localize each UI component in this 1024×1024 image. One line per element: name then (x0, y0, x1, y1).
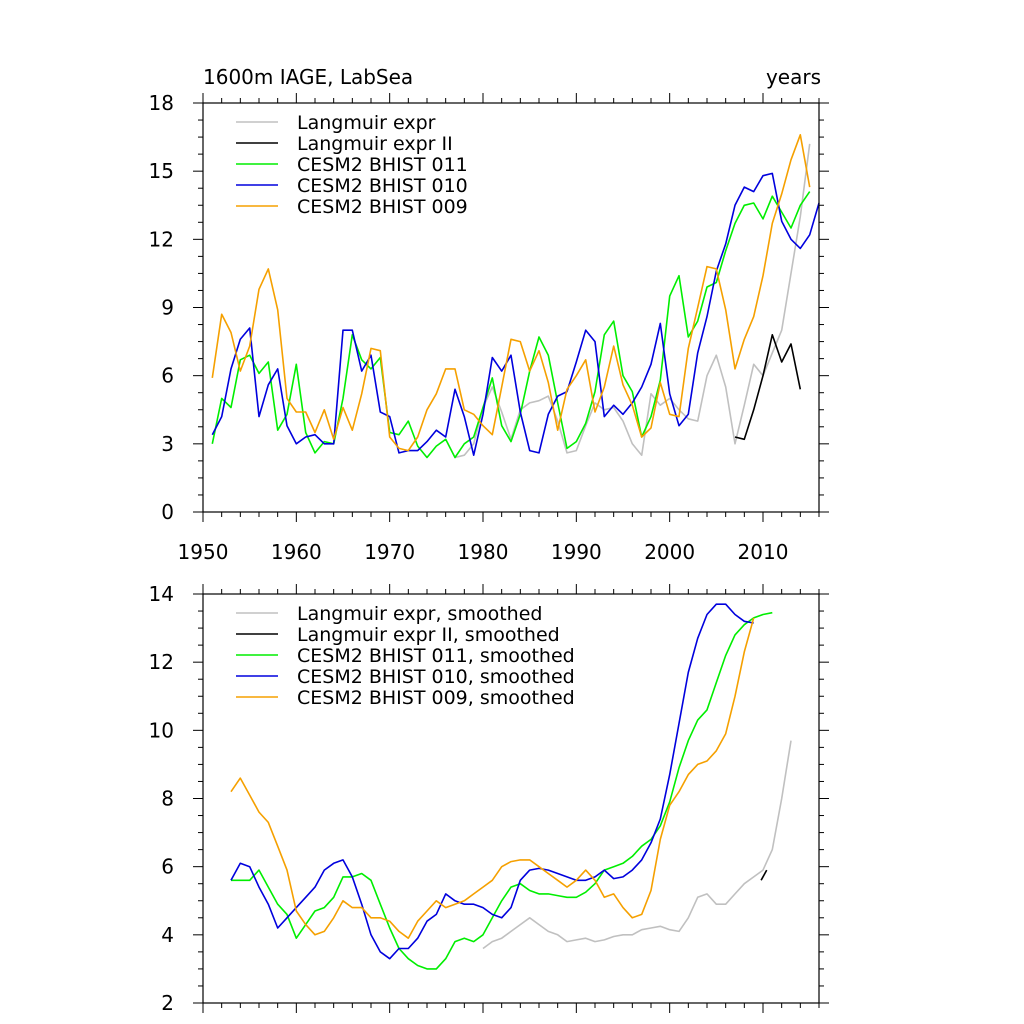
series-line-4 (230, 617, 755, 940)
y-tick-label: 4 (161, 923, 174, 947)
x-tick-label: 2000 (644, 540, 695, 564)
y-tick-label: 6 (161, 364, 174, 388)
legend-label: CESM2 BHIST 011 (297, 154, 468, 176)
x-tick-label: 1990 (551, 540, 602, 564)
top-plot-frame (202, 102, 820, 513)
legend-label: Langmuir expr II, smoothed (297, 624, 560, 646)
series-line-2 (211, 191, 811, 459)
top-title-right: years (766, 65, 821, 89)
y-tick-label: 15 (149, 159, 174, 183)
bottom-panel: 2 4 6 8 10 12 14 Langmuir expr, smoothedLangmu… (149, 582, 829, 1015)
legend-label: Langmuir expr (297, 112, 436, 134)
y-tick-label: 14 (149, 582, 174, 606)
series-line-3 (211, 172, 820, 457)
y-tick-label: 3 (161, 432, 174, 456)
y-tick-label: 18 (149, 91, 174, 115)
y-tick-label: 2 (161, 991, 174, 1015)
x-tick-label: 1960 (271, 540, 322, 564)
series-line-1 (760, 869, 768, 881)
legend-label: CESM2 BHIST 010, smoothed (297, 666, 575, 688)
y-tick-label: 10 (149, 718, 174, 742)
series-line-1 (734, 333, 802, 441)
y-tick-label: 12 (149, 650, 174, 674)
legend-label: CESM2 BHIST 010 (297, 175, 468, 197)
top-series-group (211, 134, 820, 459)
top-title-left: 1600m IAGE, LabSea (203, 65, 413, 89)
legend-label: CESM2 BHIST 009 (297, 196, 468, 218)
legend-label: Langmuir expr II (297, 133, 453, 155)
x-tick-label: 1970 (364, 540, 415, 564)
bottom-series-group (230, 603, 792, 970)
top-ticks-group: 1950 1960 1970 1980 1990 2000 2010 0 3 6 9 12 15 18 (149, 91, 829, 564)
legend-label: CESM2 BHIST 009, smoothed (297, 687, 575, 709)
y-tick-label: 8 (161, 787, 174, 811)
series-line-2 (231, 611, 773, 970)
series-line-4 (211, 134, 811, 452)
series-line-3 (230, 603, 754, 960)
x-tick-label: 2010 (738, 540, 789, 564)
legend-label: CESM2 BHIST 011, smoothed (297, 645, 575, 667)
x-tick-label: 1980 (458, 540, 509, 564)
series-line-0 (454, 143, 811, 459)
x-tick-label: 1950 (178, 540, 229, 564)
y-tick-label: 0 (161, 500, 174, 524)
y-tick-label: 12 (149, 227, 174, 251)
bottom-plot-frame (202, 593, 820, 1004)
y-tick-label: 9 (161, 296, 174, 320)
legend-label: Langmuir expr, smoothed (297, 603, 542, 625)
y-tick-label: 6 (161, 855, 174, 879)
series-line-0 (482, 740, 792, 950)
bottom-ticks-group: 2 4 6 8 10 12 14 (149, 582, 829, 1015)
top-panel: 1600m IAGE, LabSea years 1950 1960 1970 198… (149, 65, 829, 564)
